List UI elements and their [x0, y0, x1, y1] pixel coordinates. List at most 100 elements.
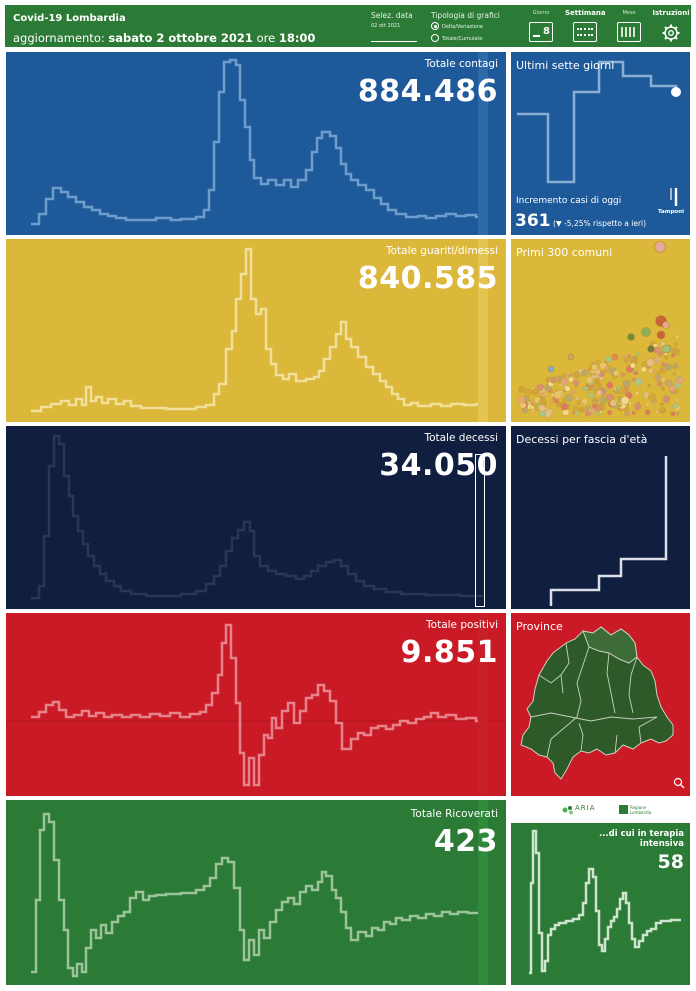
comune-bubble[interactable]	[564, 385, 571, 392]
comune-bubble[interactable]	[674, 334, 680, 339]
comune-bubble[interactable]	[581, 398, 588, 405]
comune-bubble[interactable]	[532, 388, 540, 396]
comune-bubble[interactable]	[620, 372, 626, 377]
comune-bubble[interactable]	[554, 398, 559, 404]
istruzioni-button[interactable]: Istruzioni	[651, 7, 691, 47]
comune-bubble[interactable]	[573, 379, 580, 387]
panel-contagi[interactable]: Totale contagi 884.486	[6, 52, 506, 235]
comune-bubble[interactable]	[645, 402, 650, 407]
comune-bubble[interactable]	[560, 402, 569, 411]
comune-bubble[interactable]	[618, 403, 622, 408]
comune-bubble[interactable]	[596, 389, 603, 396]
comune-bubble[interactable]	[670, 411, 676, 417]
comune-bubble[interactable]	[636, 351, 641, 355]
comune-bubble[interactable]	[549, 401, 553, 406]
comune-bubble[interactable]	[585, 376, 594, 384]
chart-type-option-delta[interactable]: Delta/Variazione	[431, 22, 511, 32]
comune-bubble[interactable]	[622, 379, 631, 388]
comune-bubble[interactable]	[661, 344, 671, 354]
comune-bubble[interactable]	[656, 330, 666, 340]
comune-bubble[interactable]	[578, 406, 585, 413]
panel-ricoverati[interactable]: Totale Ricoverati 423	[6, 800, 506, 985]
comune-bubble[interactable]	[664, 355, 669, 360]
comune-bubble[interactable]	[660, 386, 666, 391]
comune-bubble[interactable]	[627, 353, 632, 359]
comune-bubble[interactable]	[561, 378, 569, 386]
comune-bubble[interactable]	[627, 333, 635, 341]
comune-bubble[interactable]	[594, 368, 601, 376]
comune-bubble[interactable]	[662, 395, 671, 404]
comune-bubble[interactable]	[648, 392, 657, 402]
comune-bubble[interactable]	[611, 353, 619, 361]
comune-bubble[interactable]	[604, 356, 612, 363]
comune-bubble[interactable]	[647, 345, 655, 353]
comune-bubble[interactable]	[655, 409, 659, 414]
comune-bubble[interactable]	[590, 385, 594, 389]
comune-bubble[interactable]	[665, 379, 673, 388]
comune-bubble[interactable]	[654, 241, 666, 253]
comune-bubble[interactable]	[565, 393, 574, 402]
comune-bubble[interactable]	[672, 362, 679, 369]
panel-positivi[interactable]: Totale positivi 9.851	[6, 613, 506, 796]
comune-bubble[interactable]	[676, 375, 680, 380]
view-mese-button[interactable]: Mese	[609, 7, 649, 47]
comune-bubble[interactable]	[580, 369, 588, 377]
comune-bubble[interactable]	[518, 395, 526, 404]
comune-bubble[interactable]	[640, 366, 647, 373]
comune-bubble[interactable]	[561, 372, 568, 379]
comune-bubble[interactable]	[672, 402, 678, 409]
radio-delta[interactable]	[431, 22, 439, 30]
lombardia-province-map[interactable]	[511, 613, 690, 796]
comune-bubble[interactable]	[593, 383, 600, 391]
comune-bubble[interactable]	[571, 390, 576, 394]
comune-bubble[interactable]	[671, 353, 675, 358]
comune-bubble[interactable]	[624, 410, 631, 417]
comune-bubble[interactable]	[592, 400, 597, 405]
comune-bubble[interactable]	[652, 369, 656, 374]
comune-bubble[interactable]	[613, 369, 620, 377]
panel-ultimi-sette-giorni[interactable]: Ultimi sette giorni Incremento casi di o…	[511, 52, 690, 235]
comune-bubble[interactable]	[662, 369, 667, 374]
comune-bubble[interactable]	[659, 367, 664, 372]
comune-bubble[interactable]	[669, 385, 677, 393]
comune-bubble[interactable]	[672, 372, 677, 376]
comune-bubble[interactable]	[575, 396, 580, 401]
comune-bubble[interactable]	[531, 408, 536, 414]
comune-bubble[interactable]	[522, 403, 527, 408]
comune-bubble[interactable]	[584, 410, 592, 417]
comune-bubble[interactable]	[538, 404, 546, 412]
comune-bubble[interactable]	[539, 397, 547, 406]
comune-bubble[interactable]	[595, 405, 602, 412]
comune-bubble[interactable]	[674, 397, 679, 402]
comune-bubble[interactable]	[574, 410, 579, 416]
comune-bubble[interactable]	[675, 411, 680, 416]
comune-bubble[interactable]	[595, 411, 601, 416]
comune-bubble[interactable]	[553, 390, 563, 400]
comune-bubble[interactable]	[630, 362, 636, 369]
comune-bubble[interactable]	[550, 376, 557, 384]
date-cursor[interactable]	[475, 454, 485, 607]
panel-guariti[interactable]: Totale guariti/dimessi 840.585	[6, 239, 506, 422]
panel-decessi[interactable]: Totale decessi 34.050	[6, 426, 506, 609]
comune-bubble[interactable]	[671, 347, 680, 356]
comune-bubble[interactable]	[646, 358, 655, 367]
comune-bubble[interactable]	[555, 402, 562, 408]
comune-bubble[interactable]	[599, 396, 607, 404]
comune-bubble[interactable]	[660, 377, 666, 383]
comune-bubble[interactable]	[606, 381, 614, 390]
test-tube-icon[interactable]	[668, 186, 680, 208]
comune-bubble[interactable]	[664, 363, 672, 371]
comune-bubble[interactable]	[673, 341, 679, 347]
view-settimana-button[interactable]: Settimana	[563, 7, 607, 47]
comune-bubble[interactable]	[558, 382, 563, 387]
panel-terapia-intensiva[interactable]: ...di cui in terapia intensiva 58	[511, 823, 690, 985]
comune-bubble[interactable]	[518, 385, 525, 393]
comune-bubble[interactable]	[660, 361, 667, 367]
comune-bubble[interactable]	[594, 377, 601, 384]
comune-bubble[interactable]	[612, 386, 617, 391]
comune-bubble[interactable]	[604, 365, 610, 371]
comune-bubble[interactable]	[653, 346, 661, 354]
comune-bubble[interactable]	[659, 407, 667, 414]
chart-type-option-total[interactable]: Totale/Cumulato	[431, 34, 511, 44]
comune-bubble[interactable]	[623, 358, 629, 363]
